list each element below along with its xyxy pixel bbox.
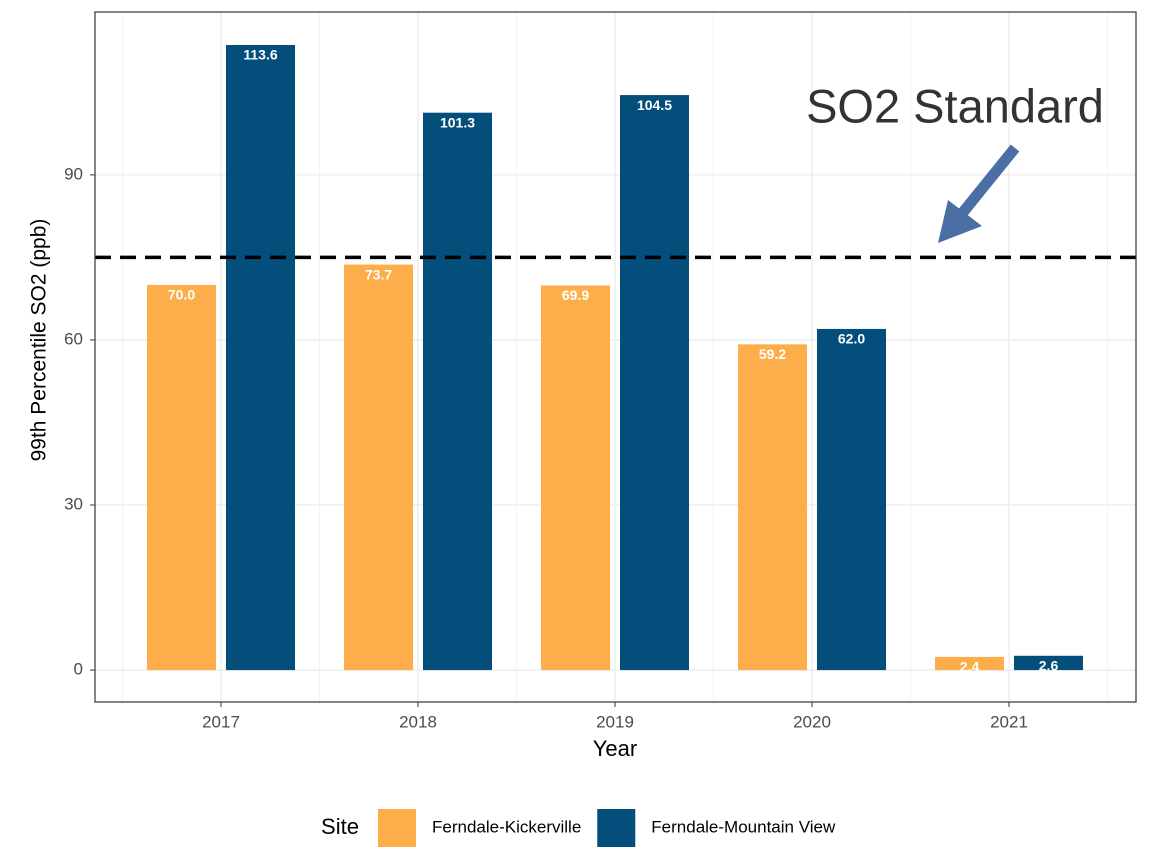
data-label: 104.5 (637, 97, 672, 113)
data-label: 73.7 (365, 266, 392, 282)
y-tick-label: 90 (64, 164, 83, 183)
x-tick-label: 2021 (990, 712, 1028, 731)
data-label: 113.6 (243, 47, 277, 63)
bar (147, 284, 216, 671)
data-label: 59.2 (759, 346, 786, 362)
arrow-shaft (955, 144, 1020, 220)
bar (1014, 655, 1083, 671)
bar (935, 656, 1004, 671)
arrow (938, 144, 1020, 243)
legend-swatch (378, 809, 416, 847)
y-axis-title: 99th Percentile SO2 (ppb) (28, 219, 51, 462)
data-label: 70.0 (168, 287, 195, 303)
data-label: 2.6 (1039, 657, 1059, 673)
annotation: SO2 Standard (806, 79, 1104, 132)
bar (541, 285, 610, 671)
bar (620, 95, 689, 671)
x-tick-label: 2017 (202, 712, 240, 731)
arrow-head (938, 200, 982, 243)
legend-swatch (597, 809, 636, 847)
legend-title: Site (321, 814, 359, 839)
bar (226, 45, 295, 671)
y-tick-label: 60 (64, 329, 83, 348)
legend-label: Ferndale-Mountain View (651, 817, 836, 836)
x-tick-label: 2018 (399, 712, 437, 731)
data-label: 62.0 (838, 331, 865, 347)
x-axis-title: Year (593, 736, 637, 761)
legend-label: Ferndale-Kickerville (432, 817, 581, 836)
marks: 70.0 73.7 69.9 59.2 2.4 113.6 101.3 104.5 62.0 2.… (95, 45, 1136, 675)
bar (423, 112, 492, 671)
x-tick-label: 2020 (793, 712, 831, 731)
bar (817, 328, 886, 671)
data-label: 2.4 (960, 659, 980, 675)
data-label: 101.3 (440, 114, 475, 130)
bar (344, 264, 413, 671)
y-tick-label: 30 (64, 494, 83, 513)
legend: Ferndale-Kickerville Ferndale-Mountain Vi… (378, 809, 836, 847)
y-tick-label: 0 (74, 660, 83, 679)
x-tick-label: 2019 (596, 712, 634, 731)
bar (738, 344, 807, 671)
data-label: 69.9 (562, 287, 589, 303)
